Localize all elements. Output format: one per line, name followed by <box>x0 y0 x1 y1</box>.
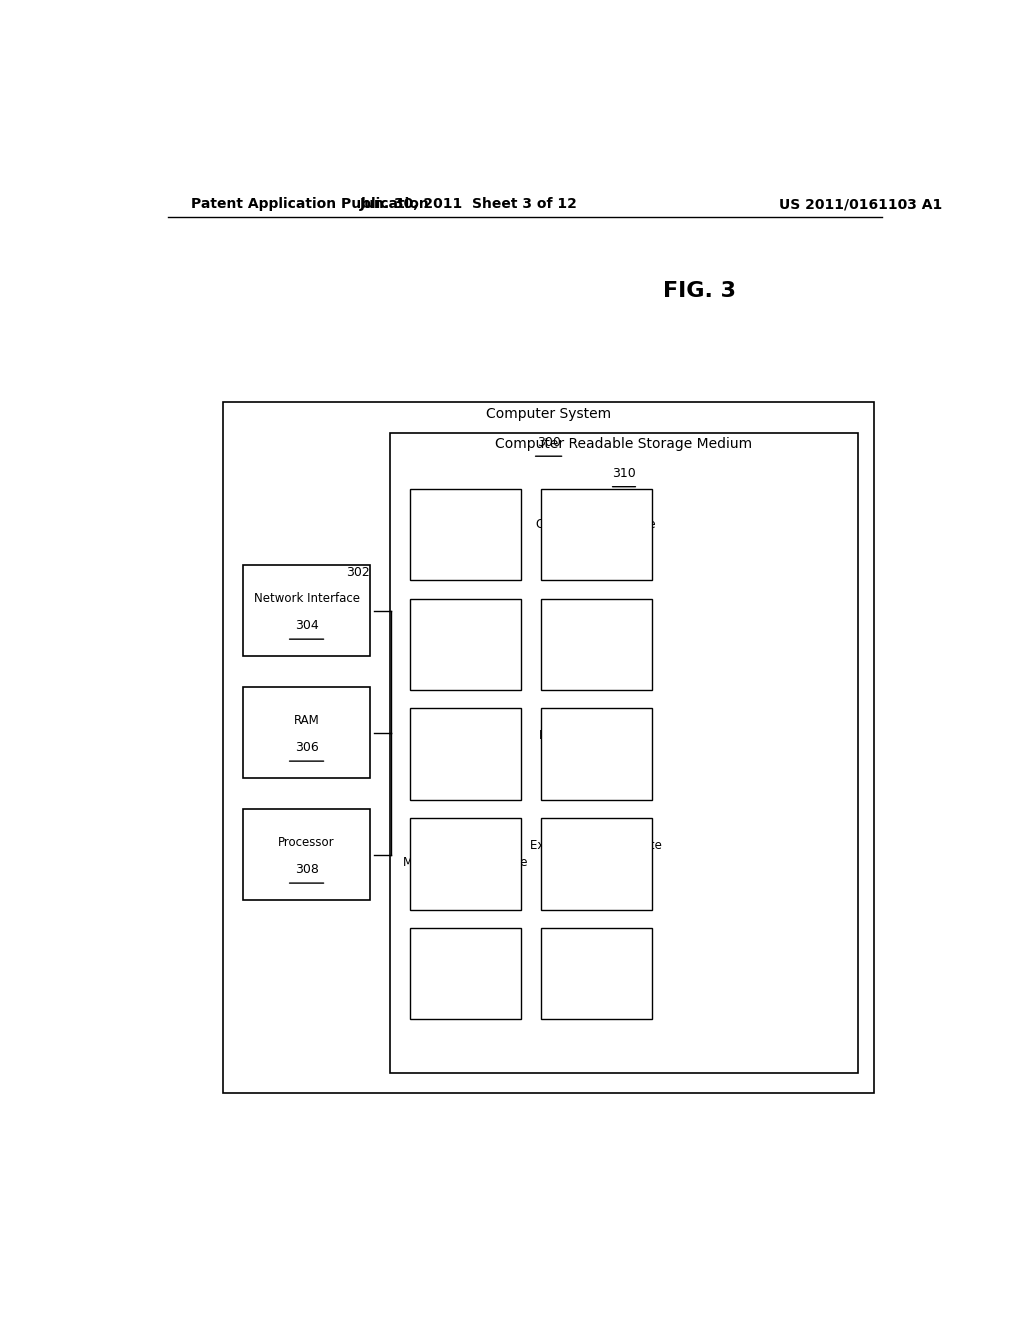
Text: Exam Template
Selection Module: Exam Template Selection Module <box>415 510 516 540</box>
Text: Patent Application Publication: Patent Application Publication <box>191 197 429 211</box>
Text: Input Reception
Module: Input Reception Module <box>550 619 643 649</box>
FancyBboxPatch shape <box>410 488 521 581</box>
Text: Analyzer Module: Analyzer Module <box>416 738 514 750</box>
FancyBboxPatch shape <box>410 928 521 1019</box>
FancyBboxPatch shape <box>390 433 858 1073</box>
Text: Clinical Clue Module: Clinical Clue Module <box>537 517 656 531</box>
Text: 324: 324 <box>454 883 477 896</box>
Text: 322: 322 <box>585 774 608 785</box>
Text: Jun. 30, 2011  Sheet 3 of 12: Jun. 30, 2011 Sheet 3 of 12 <box>360 197 579 211</box>
Text: Processor: Processor <box>279 836 335 849</box>
FancyBboxPatch shape <box>541 598 652 690</box>
Text: Exam Summary
Module: Exam Summary Module <box>549 948 643 978</box>
Text: RAM: RAM <box>294 714 319 727</box>
Text: 330: 330 <box>585 993 608 1006</box>
Text: Network Interface: Network Interface <box>254 591 359 605</box>
Text: Evaluation and
Management Module: Evaluation and Management Module <box>403 838 527 869</box>
FancyBboxPatch shape <box>541 928 652 1019</box>
Text: 306: 306 <box>295 742 318 755</box>
FancyBboxPatch shape <box>410 709 521 800</box>
Text: 328: 328 <box>454 993 477 1006</box>
Text: Display Module: Display Module <box>420 627 511 640</box>
Text: Template Merging
Module: Template Merging Module <box>413 948 518 978</box>
Text: Examination Template
Database: Examination Template Database <box>530 838 663 869</box>
Text: 318: 318 <box>585 663 608 676</box>
FancyBboxPatch shape <box>243 809 370 900</box>
Text: Computer System: Computer System <box>486 407 611 421</box>
FancyBboxPatch shape <box>410 818 521 909</box>
Text: US 2011/0161103 A1: US 2011/0161103 A1 <box>778 197 942 211</box>
Text: 316: 316 <box>454 663 477 676</box>
Text: 304: 304 <box>295 619 318 632</box>
FancyBboxPatch shape <box>541 709 652 800</box>
Text: 320: 320 <box>454 774 477 785</box>
Text: FIG. 3: FIG. 3 <box>663 281 736 301</box>
FancyBboxPatch shape <box>541 488 652 581</box>
Text: 312: 312 <box>454 553 477 566</box>
Text: 308: 308 <box>295 863 318 876</box>
FancyBboxPatch shape <box>541 818 652 909</box>
Text: 300: 300 <box>537 437 560 450</box>
FancyBboxPatch shape <box>243 686 370 779</box>
FancyBboxPatch shape <box>223 403 873 1093</box>
Text: Computer Readable Storage Medium: Computer Readable Storage Medium <box>496 437 753 451</box>
FancyBboxPatch shape <box>410 598 521 690</box>
Text: 314: 314 <box>585 553 608 566</box>
Text: 310: 310 <box>612 467 636 480</box>
Text: 302: 302 <box>346 565 370 578</box>
Text: 326: 326 <box>585 883 608 896</box>
Text: Medical Impression
Generator Module: Medical Impression Generator Module <box>540 729 653 759</box>
FancyBboxPatch shape <box>243 565 370 656</box>
